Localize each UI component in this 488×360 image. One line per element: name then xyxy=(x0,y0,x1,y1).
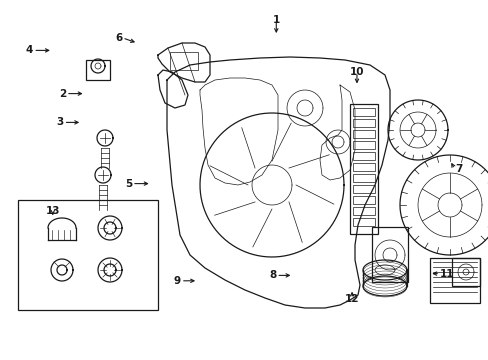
Bar xyxy=(451,258,479,286)
Text: 9: 9 xyxy=(173,276,181,286)
Bar xyxy=(352,130,374,138)
Bar xyxy=(352,207,374,215)
Text: 10: 10 xyxy=(349,67,364,77)
Bar xyxy=(352,185,374,193)
Text: 11: 11 xyxy=(439,269,454,279)
Bar xyxy=(18,200,158,310)
Text: 6: 6 xyxy=(115,33,122,43)
Bar xyxy=(352,141,374,149)
Bar xyxy=(352,163,374,171)
Text: 13: 13 xyxy=(45,206,60,216)
Text: 5: 5 xyxy=(124,179,132,189)
Bar xyxy=(371,227,407,282)
Bar xyxy=(429,258,479,303)
Bar xyxy=(352,108,374,116)
Bar xyxy=(86,60,110,80)
Text: 7: 7 xyxy=(454,164,461,174)
Bar xyxy=(349,104,377,234)
Bar xyxy=(352,174,374,182)
Bar xyxy=(352,218,374,226)
Text: 1: 1 xyxy=(272,15,279,25)
Bar xyxy=(352,152,374,160)
Text: 12: 12 xyxy=(344,294,359,304)
Text: 2: 2 xyxy=(59,89,66,99)
Bar xyxy=(352,196,374,204)
Text: 8: 8 xyxy=(268,270,276,280)
Bar xyxy=(352,119,374,127)
Text: 3: 3 xyxy=(56,117,63,127)
Text: 4: 4 xyxy=(26,45,33,55)
Bar xyxy=(170,52,198,70)
